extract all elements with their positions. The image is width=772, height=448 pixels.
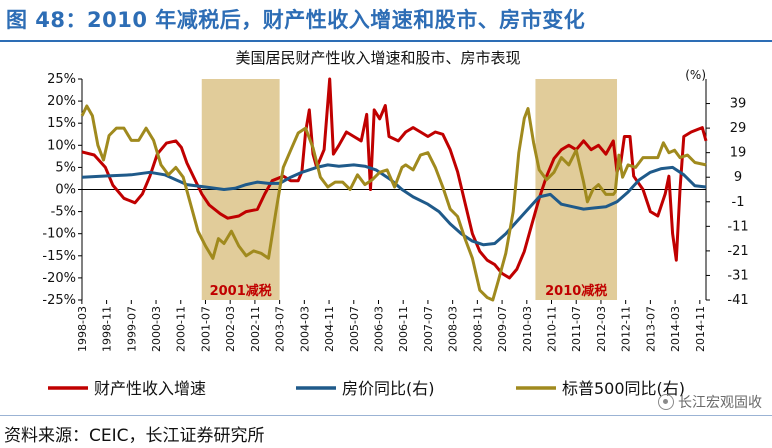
watermark: 长江宏观固收 <box>658 392 762 412</box>
left-tick-label-2: -15% <box>42 249 76 264</box>
x-tick-label-15: 2008-03 <box>447 306 460 352</box>
shaded-period-label-0: 2001减税 <box>210 283 272 299</box>
x-tick-label-22: 2012-11 <box>620 306 633 352</box>
x-tick-label-10: 2004-11 <box>323 306 336 352</box>
x-tick-label-11: 2005-07 <box>348 306 361 352</box>
x-tick-label-9: 2004-03 <box>298 306 311 352</box>
left-tick-label-9: 20% <box>47 94 76 109</box>
x-tick-label-19: 2010-11 <box>546 306 559 352</box>
x-tick-label-20: 2011-07 <box>570 306 583 352</box>
right-tick-label-8: 39 <box>730 97 747 112</box>
right-tick-label-7: 29 <box>730 121 747 136</box>
x-tick-label-2: 1999-07 <box>125 306 138 352</box>
x-tick-label-6: 2002-03 <box>224 306 237 352</box>
x-tick-label-13: 2006-11 <box>397 306 410 352</box>
figure-title: 图 48：2010 年减税后，财产性收入增速和股市、房市变化 <box>6 8 586 32</box>
right-tick-label-2: -21 <box>727 244 748 259</box>
right-tick-label-5: 9 <box>734 170 742 185</box>
shaded-period-label-1: 2010减税 <box>545 283 607 299</box>
wechat-icon <box>658 394 674 410</box>
x-tick-label-3: 2000-03 <box>150 306 163 352</box>
x-tick-label-24: 2014-03 <box>669 306 682 352</box>
left-tick-label-4: -5% <box>51 205 76 220</box>
title-divider <box>0 40 772 42</box>
left-tick-label-6: 5% <box>55 160 76 175</box>
right-tick-label-1: -31 <box>727 268 748 283</box>
x-tick-label-18: 2010-03 <box>521 306 534 352</box>
chart-title: 美国居民财产性收入增速和股市、房市表现 <box>235 49 520 67</box>
left-tick-label-10: 25% <box>47 72 76 87</box>
left-tick-label-8: 15% <box>47 116 76 131</box>
chart: 美国居民财产性收入增速和股市、房市表现 (%) -25%-20%-15%-10%… <box>42 49 748 398</box>
series-line-2 <box>80 104 707 302</box>
x-tick-label-12: 2006-03 <box>372 306 385 352</box>
x-tick-label-14: 2007-07 <box>422 306 435 352</box>
right-tick-label-4: -1 <box>732 195 745 210</box>
watermark-text: 长江宏观固收 <box>678 395 762 411</box>
left-tick-label-0: -25% <box>42 293 76 308</box>
x-tick-label-8: 2003-07 <box>274 306 287 352</box>
footer-divider <box>0 415 772 416</box>
legend-label-2: 标普500同比(右) <box>562 379 685 398</box>
legend-label-1: 房价同比(右) <box>342 379 435 398</box>
left-tick-label-3: -10% <box>42 227 76 242</box>
right-tick-label-6: 19 <box>730 146 747 161</box>
x-tick-label-17: 2009-07 <box>496 306 509 352</box>
x-tick-label-0: 1998-03 <box>76 306 89 352</box>
x-tick-label-21: 2012-03 <box>595 306 608 352</box>
right-tick-label-0: -41 <box>727 293 748 308</box>
left-tick-label-1: -20% <box>42 271 76 286</box>
x-tick-label-16: 2008-11 <box>471 306 484 352</box>
legend-label-0: 财产性收入增速 <box>94 379 206 398</box>
x-tick-label-1: 1998-11 <box>101 306 114 352</box>
source-note: 资料来源：CEIC，长江证券研究所 <box>4 426 265 446</box>
left-tick-label-7: 10% <box>47 138 76 153</box>
x-tick-label-5: 2001-07 <box>199 306 212 352</box>
right-axis-unit: (%) <box>685 68 706 82</box>
x-tick-label-25: 2014-11 <box>694 306 707 352</box>
left-tick-label-5: 0% <box>55 183 76 198</box>
series-line-1 <box>81 163 707 247</box>
x-tick-label-7: 2002-11 <box>249 306 262 352</box>
x-tick-label-4: 2000-11 <box>175 306 188 352</box>
x-tick-label-23: 2013-07 <box>644 306 657 352</box>
right-tick-label-3: -11 <box>727 219 748 234</box>
